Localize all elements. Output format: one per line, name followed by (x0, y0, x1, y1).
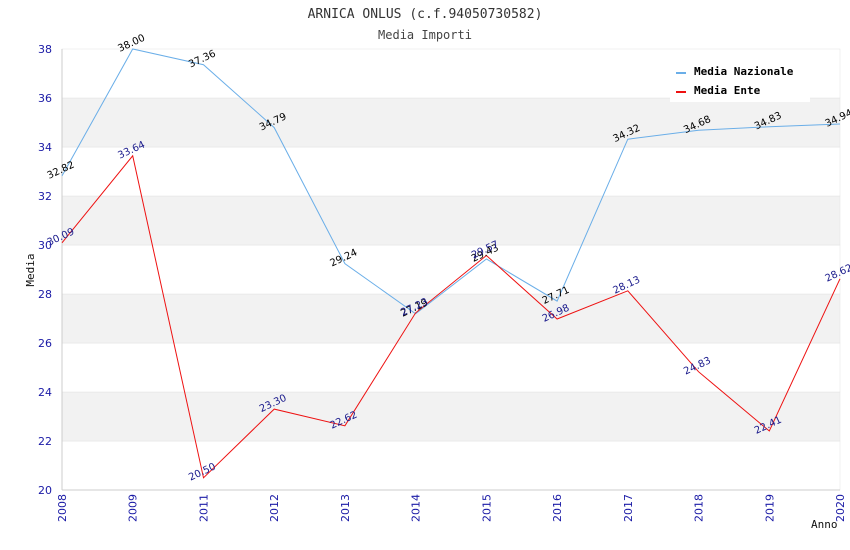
y-tick-label: 36 (38, 92, 52, 105)
y-tick-label: 34 (38, 141, 52, 154)
series-line-1 (61, 154, 841, 479)
grid-band (61, 391, 841, 442)
y-tick-label: 32 (38, 190, 52, 203)
x-tick-label: 2013 (339, 494, 352, 522)
legend: Media Nazionale Media Ente (670, 60, 810, 102)
series-lines (61, 48, 841, 479)
legend-box (670, 60, 810, 102)
x-tick-label: 2016 (551, 494, 564, 522)
y-tick-label: 24 (38, 386, 52, 399)
x-tick-label: 2020 (834, 494, 847, 522)
y-tick-labels: 20 22 24 26 28 30 32 34 36 38 (38, 43, 52, 497)
x-tick-label: 2014 (410, 494, 423, 522)
x-tick-label: 2009 (127, 494, 140, 522)
legend-label-media-ente: Media Ente (694, 84, 761, 97)
grid-band (61, 97, 841, 148)
series-line-0 (61, 48, 841, 315)
grid-band (61, 195, 841, 246)
grid-band (61, 440, 841, 491)
x-axis-label: Anno (811, 518, 838, 531)
y-tick-label: 30 (38, 239, 52, 252)
chart-title: ARNICA ONLUS (c.f.94050730582) (308, 7, 543, 22)
x-tick-label: 2008 (56, 494, 69, 522)
y-tick-label: 26 (38, 337, 52, 350)
x-tick-label: 2018 (693, 494, 706, 522)
legend-label-media-nazionale: Media Nazionale (694, 65, 794, 78)
chart-subtitle: Media Importi (378, 28, 472, 42)
x-tick-label: 2017 (622, 494, 635, 522)
x-tick-label: 2019 (763, 494, 776, 522)
x-tick-label: 2015 (480, 494, 493, 522)
grid-band (61, 342, 841, 393)
y-tick-label: 22 (38, 435, 52, 448)
x-tick-label: 2012 (268, 494, 281, 522)
grid-bands (61, 48, 841, 491)
x-tick-label: 2011 (197, 494, 210, 522)
y-tick-label: 20 (38, 484, 52, 497)
y-tick-label: 28 (38, 288, 52, 301)
grid-band (61, 293, 841, 344)
x-tick-labels: 2008 2009 2011 2012 2013 2014 2015 2016 2017 2018… (56, 494, 847, 522)
grid-band (61, 146, 841, 197)
y-tick-label: 38 (38, 43, 52, 56)
y-axis-label: Media (24, 253, 37, 286)
